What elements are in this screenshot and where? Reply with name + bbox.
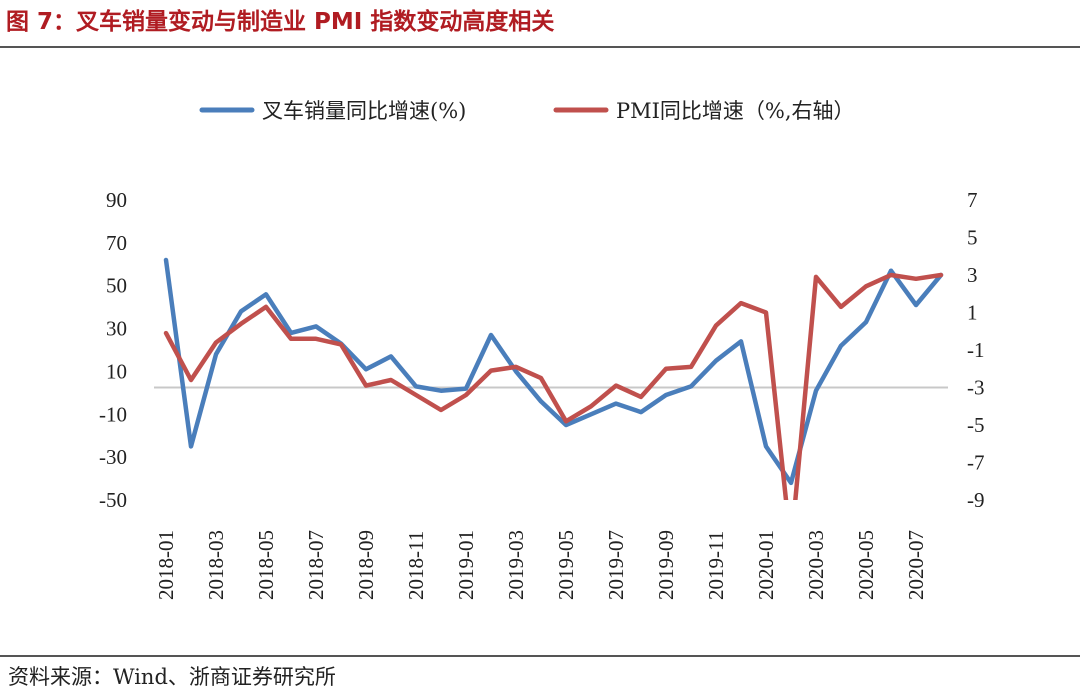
x-tick-label: 2018-03: [204, 530, 228, 600]
left-tick-label: -10: [99, 402, 127, 426]
x-tick-label: 2019-09: [654, 530, 678, 600]
line-chart: 叉车销量同比增速(%) PMI同比增速（%,右轴） 90 70 50 30 10 -10 -3…: [99, 99, 985, 600]
right-tick-label: 5: [967, 226, 978, 250]
top-divider: [0, 46, 1080, 48]
x-tick-label: 2019-05: [554, 530, 578, 600]
x-tick-label: 2019-07: [604, 530, 628, 600]
left-tick-label: 50: [106, 274, 127, 298]
x-tick-label: 2020-01: [754, 530, 778, 600]
left-tick-label: -30: [99, 445, 127, 469]
x-tick-label: 2019-11: [704, 531, 728, 600]
left-axis-ticks: 90 70 50 30 10 -10 -30 -50: [99, 188, 127, 512]
left-tick-label: -50: [99, 488, 127, 512]
forklift-sales-line: [163, 257, 944, 486]
series-lines: [163, 257, 944, 500]
x-tick-label: 2018-05: [254, 530, 278, 600]
right-tick-label: 3: [967, 263, 978, 287]
right-tick-label: 7: [967, 188, 978, 212]
pmi-growth-line: [163, 272, 944, 500]
legend-label: PMI同比增速（%,右轴）: [616, 99, 855, 123]
right-tick-label: -1: [967, 338, 985, 362]
right-tick-label: -3: [967, 376, 985, 400]
chart-legend: 叉车销量同比增速(%) PMI同比增速（%,右轴）: [199, 99, 855, 123]
right-tick-label: -9: [967, 488, 985, 512]
x-tick-label: 2019-01: [454, 530, 478, 600]
x-tick-label: 2019-03: [504, 530, 528, 600]
right-tick-label: -7: [967, 451, 985, 475]
left-tick-label: 90: [106, 188, 127, 212]
x-tick-label: 2018-07: [304, 530, 328, 600]
x-tick-label: 2020-07: [904, 530, 928, 600]
figure-source: 资料来源：Wind、浙商证券研究所: [8, 665, 336, 689]
x-tick-label: 2020-05: [854, 530, 878, 600]
x-tick-label: 2018-09: [354, 530, 378, 600]
x-axis-ticks: 2018-01 2018-03 2018-05 2018-07 2018-09 2018-…: [154, 530, 928, 600]
left-tick-label: 70: [106, 231, 127, 255]
x-tick-label: 2018-01: [154, 530, 178, 600]
left-tick-label: 30: [106, 317, 127, 341]
legend-label: 叉车销量同比增速(%): [262, 99, 466, 123]
x-tick-label: 2020-03: [804, 530, 828, 600]
bottom-divider: [0, 655, 1080, 657]
right-axis-ticks: 7 5 3 1 -1 -3 -5 -7 -9: [967, 188, 985, 512]
figure-title: 图 7：叉车销量变动与制造业 PMI 指数变动高度相关: [6, 9, 555, 35]
left-tick-label: 10: [106, 359, 127, 383]
right-tick-label: 1: [967, 301, 978, 325]
right-tick-label: -5: [967, 413, 985, 437]
x-tick-label: 2018-11: [404, 531, 428, 600]
